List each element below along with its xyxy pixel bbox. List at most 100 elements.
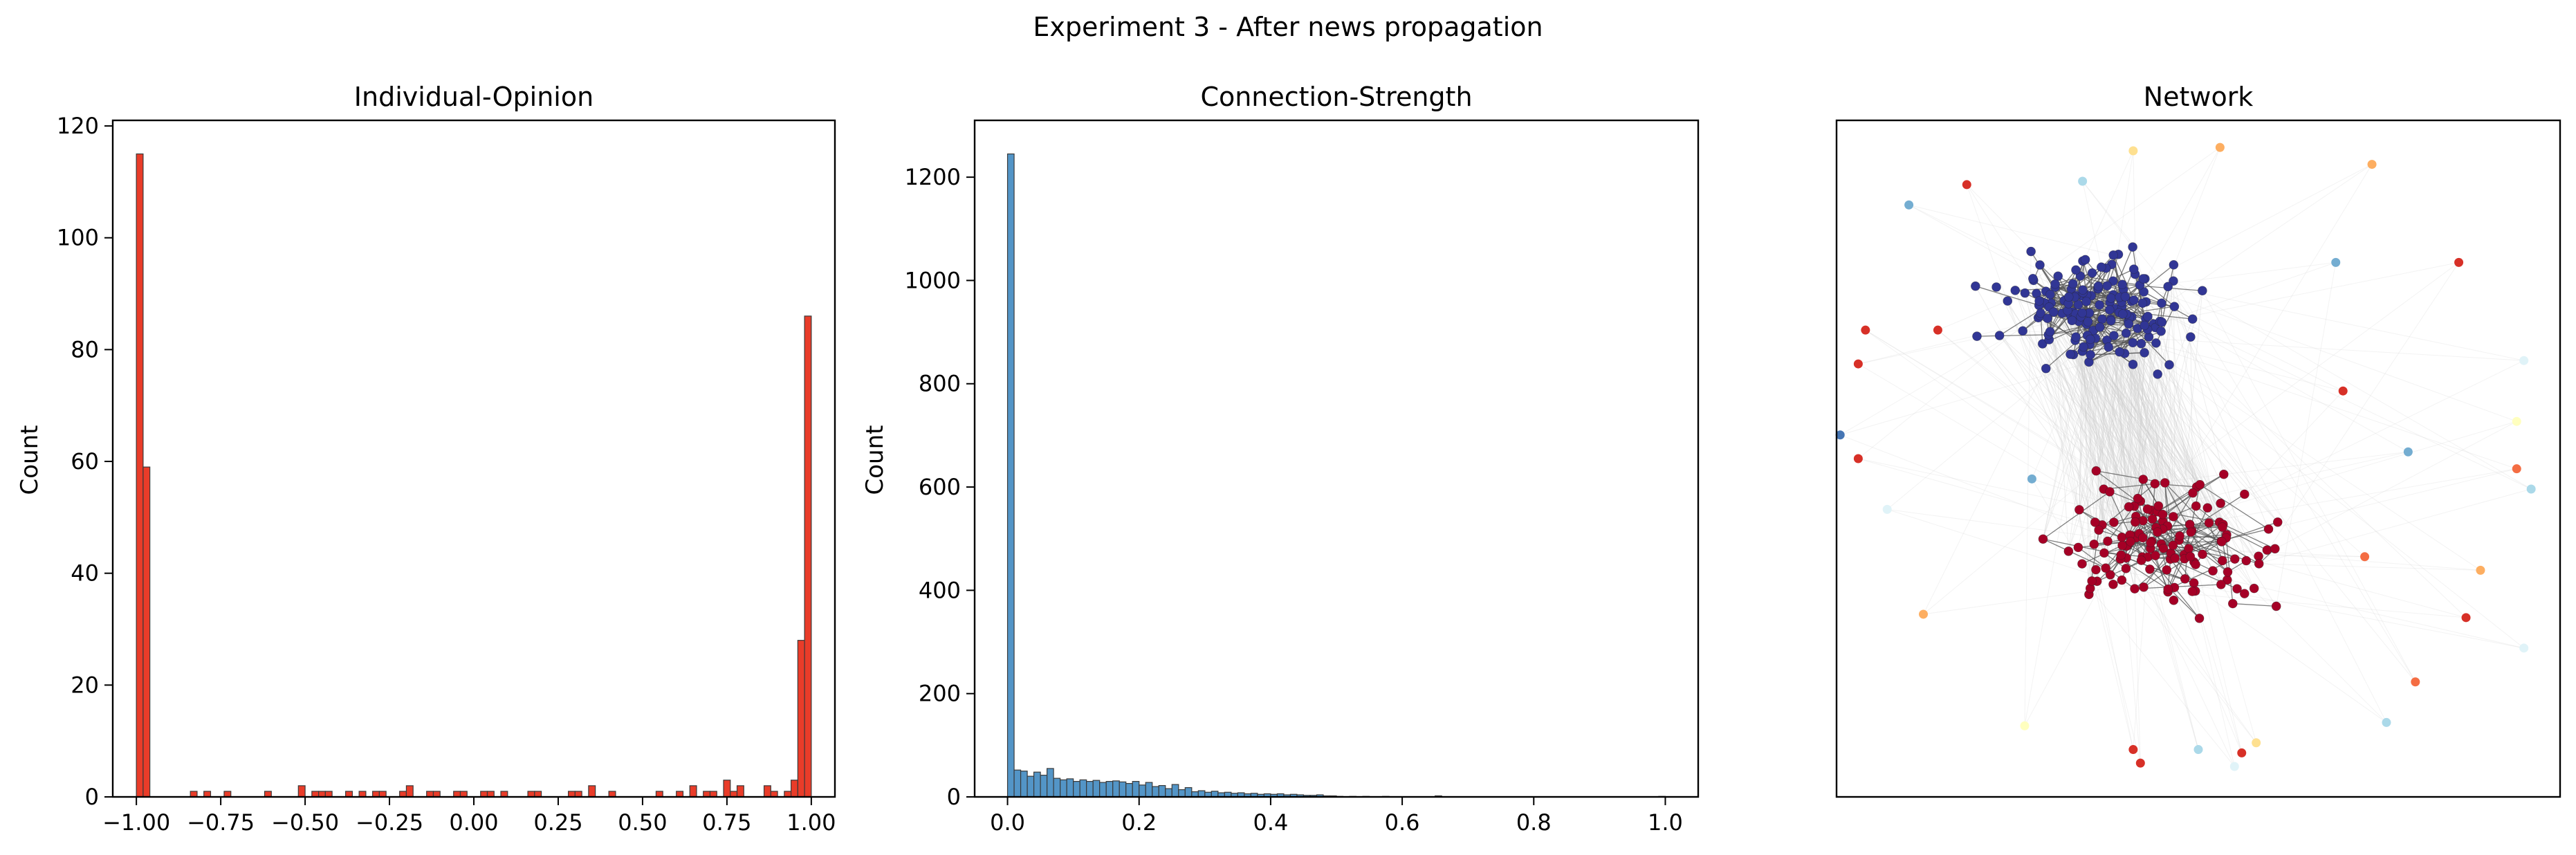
network-node-outlier	[1835, 430, 1845, 440]
opinion-histogram-bar	[264, 791, 272, 798]
network-edge	[2048, 334, 2128, 546]
network-node-outlier	[2020, 721, 2030, 730]
opinion-histogram-bar	[399, 791, 407, 798]
opinion-x-tick-label: 0.00	[449, 809, 498, 836]
opinion-histogram-bar	[486, 791, 495, 798]
network-node	[2138, 475, 2149, 484]
opinion-y-tick-label: 120	[57, 113, 99, 139]
network-node-outlier	[1861, 325, 1870, 335]
network-node	[1971, 281, 1980, 291]
strength-histogram-bar	[1020, 771, 1028, 798]
network-node	[2063, 546, 2074, 556]
network-node	[2104, 305, 2115, 315]
network-node	[2208, 566, 2218, 576]
network-edge	[2090, 588, 2235, 767]
opinion-histogram-bar	[459, 791, 468, 798]
opinion-histogram-frame	[111, 119, 836, 798]
network-node	[2191, 501, 2201, 511]
network-edge	[2173, 281, 2247, 561]
network-edge	[2168, 286, 2524, 361]
network-edge	[1976, 334, 2049, 337]
network-node	[2218, 555, 2227, 566]
network-node	[2186, 527, 2196, 537]
strength-histogram-bar	[1125, 782, 1133, 798]
opinion-histogram-bar	[432, 791, 441, 798]
network-edge	[1996, 286, 2148, 510]
network-node	[2077, 308, 2088, 318]
network-edge	[2007, 300, 2105, 553]
network-edge	[2047, 318, 2159, 506]
network-edge	[1999, 302, 2052, 336]
network-edge	[1908, 204, 2075, 297]
strength-histogram-bar	[1006, 153, 1015, 798]
opinion-histogram-bar	[136, 153, 144, 798]
strength-histogram-bar	[1152, 786, 1159, 798]
network-node	[2105, 487, 2115, 497]
network-edge	[2031, 339, 2091, 479]
opinion-histogram-ylabel: Count	[16, 425, 44, 495]
network-node	[2169, 302, 2180, 311]
network-node-outlier	[2338, 386, 2348, 396]
strength-histogram-panel: Connection-Strength Count 0.0 0.2 0.4 0.6 0.…	[861, 82, 1700, 836]
network-node	[2066, 349, 2075, 359]
network-node	[2162, 565, 2172, 575]
network-node	[2229, 554, 2240, 564]
network-node	[2239, 589, 2250, 598]
network-node	[2080, 255, 2090, 265]
opinion-histogram-bar	[797, 640, 805, 798]
opinion-histogram-bar	[426, 791, 434, 798]
network-node	[2124, 319, 2134, 329]
network-edge	[2161, 264, 2175, 322]
network-node-outlier	[2454, 257, 2464, 267]
network-node-outlier	[2411, 677, 2420, 687]
network-node-outlier	[2128, 146, 2138, 156]
network-edge	[2258, 262, 2459, 564]
strength-histogram-bar	[1184, 787, 1193, 798]
network-edge	[2080, 316, 2260, 564]
network-edge	[2115, 308, 2200, 485]
network-edge	[2167, 286, 2193, 531]
network-edge	[1908, 204, 2114, 256]
network-node	[2067, 315, 2077, 326]
network-node	[2158, 543, 2169, 553]
network-node	[2083, 317, 2093, 327]
network-node	[2138, 274, 2149, 284]
network-node	[2126, 537, 2135, 546]
strength-histogram-bar	[1099, 782, 1107, 798]
network-edge	[2090, 354, 2097, 471]
network-edge	[2258, 563, 2481, 571]
network-node	[2091, 466, 2101, 476]
network-edge	[2140, 284, 2517, 422]
network-edge	[2043, 324, 2088, 540]
network-edge	[2031, 479, 2083, 564]
network-edge	[2090, 354, 2260, 564]
opinion-y-tick-label: 0	[85, 784, 99, 810]
strength-y-tick-label: 200	[919, 681, 961, 707]
network-node-outlier	[2252, 738, 2261, 748]
network-edge	[2173, 587, 2200, 619]
network-node	[2063, 292, 2074, 302]
opinion-histogram-bar	[378, 791, 387, 798]
strength-x-tick-label: 0.2	[1121, 809, 1157, 836]
network-node	[2136, 555, 2146, 565]
network-nodes	[1835, 142, 2536, 771]
network-node	[2137, 298, 2148, 309]
network-node	[2184, 544, 2193, 553]
network-edge	[2157, 374, 2198, 488]
network-edge	[2083, 347, 2141, 502]
strength-histogram-bar	[1211, 791, 1219, 798]
strength-histogram-bars	[1006, 153, 1666, 798]
strength-x-tick-label: 0.4	[1253, 809, 1288, 836]
strength-histogram-bar	[1139, 784, 1146, 798]
strength-histogram-bar	[1165, 788, 1172, 798]
network-edge	[2097, 303, 2143, 582]
network-node-outlier	[2512, 464, 2521, 474]
network-node	[2073, 300, 2083, 310]
network-edge	[1858, 458, 2136, 517]
opinion-x-tick-label: −0.50	[271, 809, 339, 836]
network-edge	[2173, 306, 2269, 530]
network-node	[2128, 242, 2137, 252]
network-edge	[2048, 306, 2091, 589]
network-node	[2071, 265, 2081, 275]
network-edge	[2110, 320, 2223, 528]
